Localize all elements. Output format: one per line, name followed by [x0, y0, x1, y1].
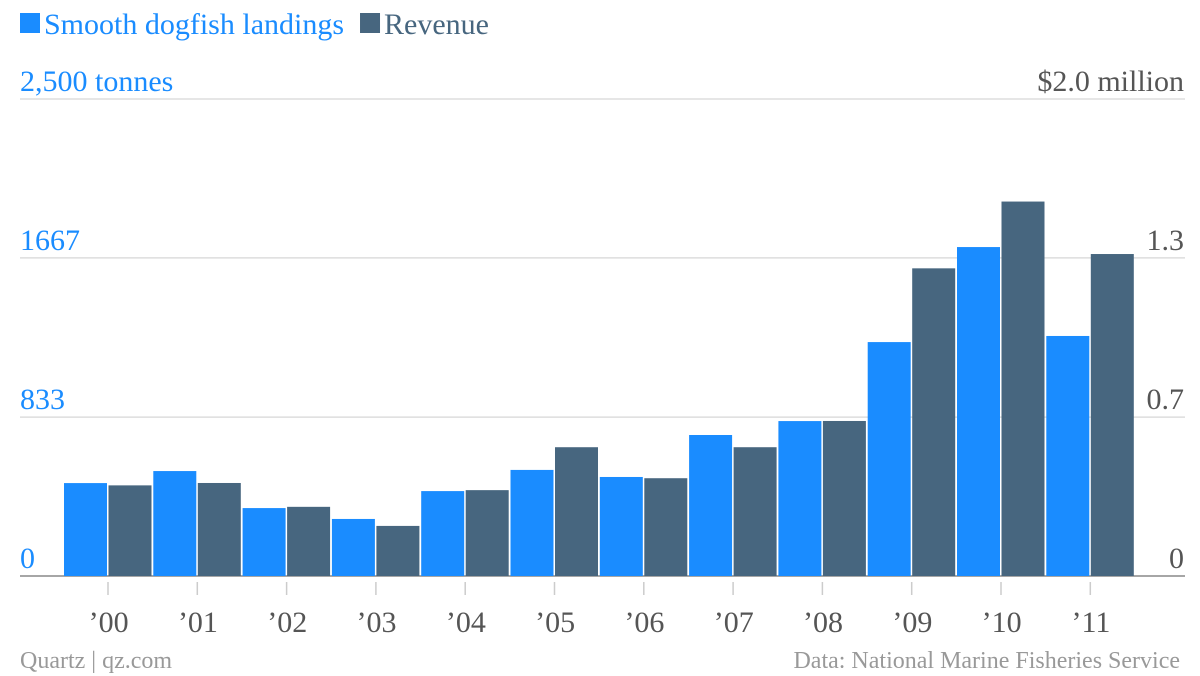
bar [822, 420, 866, 576]
y2-tick-label: $2.0 million [1037, 65, 1184, 98]
bar [421, 491, 465, 576]
bar [555, 447, 598, 576]
x-tick-label: ’03 [357, 606, 397, 639]
bar [1046, 335, 1090, 576]
bar [510, 469, 554, 576]
bar [689, 434, 733, 576]
credit: Quartz | qz.com [20, 648, 172, 674]
x-tick-label: ’05 [535, 606, 575, 639]
y-tick-label: 0 [20, 542, 35, 575]
bar [1001, 201, 1045, 576]
bar [331, 518, 375, 576]
y-tick-label: 833 [20, 383, 65, 416]
bar [153, 471, 197, 576]
legend-swatch [360, 13, 381, 33]
bar [242, 508, 286, 576]
y2-tick-label: 1.3 [1147, 224, 1185, 257]
x-tick-label: ’08 [803, 606, 843, 639]
bar [778, 421, 822, 576]
y2-tick-label: 0.7 [1147, 383, 1185, 416]
bar [197, 482, 241, 576]
legend-label: Revenue [384, 8, 489, 41]
bar [108, 485, 152, 576]
y-tick-label: 1667 [20, 224, 80, 257]
bar [912, 268, 956, 576]
bar [957, 247, 1000, 577]
x-tick-label: ’09 [892, 606, 932, 639]
bar [64, 483, 107, 576]
bar [733, 447, 777, 576]
legend-swatch [20, 13, 40, 33]
x-tick-label: ’07 [714, 606, 754, 639]
x-tick-label: ’00 [89, 606, 129, 639]
legend-label: Smooth dogfish landings [44, 8, 344, 41]
x-tick-label: ’10 [982, 606, 1022, 639]
x-tick-label: ’04 [446, 606, 486, 639]
source: Data: National Marine Fisheries Service [793, 648, 1180, 674]
bar [287, 506, 331, 576]
bar [376, 525, 420, 576]
x-tick-label: ’01 [178, 606, 218, 639]
y2-tick-label: 0 [1169, 542, 1184, 575]
bar [465, 490, 509, 576]
y-tick-label: 2,500 tonnes [20, 65, 173, 98]
x-tick-label: ’11 [1072, 606, 1111, 639]
bar [1090, 254, 1134, 576]
bar [644, 478, 688, 576]
x-tick-label: ’02 [267, 606, 307, 639]
bar [599, 476, 643, 576]
bar [867, 342, 911, 576]
x-tick-label: ’06 [624, 606, 664, 639]
